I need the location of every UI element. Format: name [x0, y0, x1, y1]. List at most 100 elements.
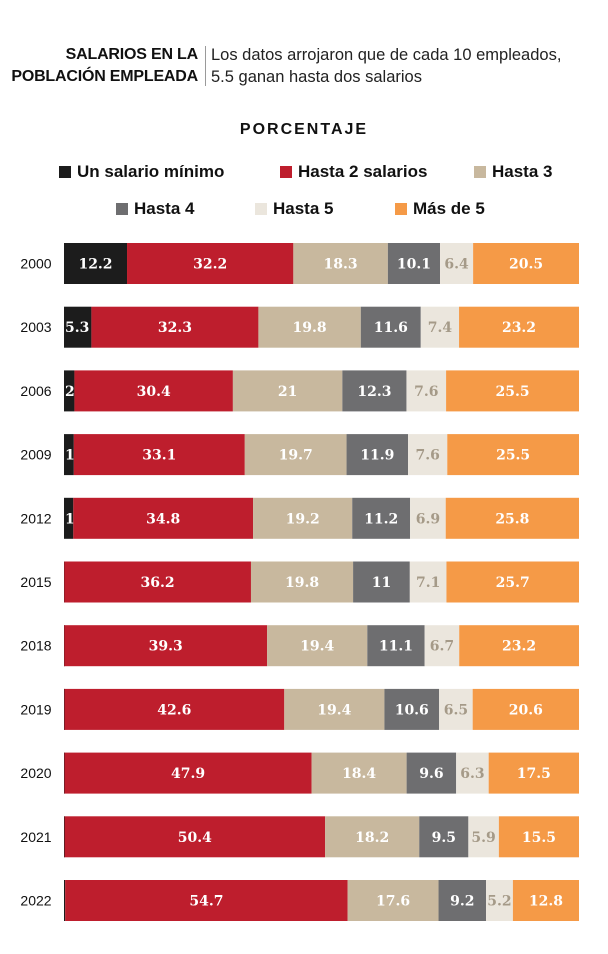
bar-segment: [439, 688, 473, 730]
data-label: 7.4: [428, 320, 453, 336]
bar-row-2018: 2018.0539.319.411.16.723.2: [20, 625, 579, 667]
bar-segment: [64, 561, 251, 603]
data-label: 34.8: [146, 511, 180, 527]
legend-swatch: [255, 203, 267, 215]
bar-segment: [447, 434, 579, 476]
bar-segment: [387, 243, 441, 284]
data-label: 11.1: [379, 639, 413, 655]
bar-row-2003: 2003 5.3 32.3 19.8 11.6 7.4 23.2: [20, 306, 579, 348]
chart-subtitle-line-1: Los datos arrojaron que de cada 10 emple…: [211, 46, 562, 64]
data-label: 19.2: [286, 511, 320, 527]
bar-segment: [267, 625, 368, 667]
legend-swatch: [59, 166, 71, 178]
title-divider: [205, 46, 206, 86]
bar-segment: [64, 816, 65, 858]
bar-row-2021: 2021.1150.418.29.55.915.5: [20, 816, 579, 858]
bar-segment: [73, 497, 254, 539]
bar-segment: [293, 243, 388, 284]
data-label: 42.6: [157, 702, 191, 718]
data-label: 5.9: [471, 830, 495, 846]
bar-segment: [459, 625, 579, 667]
bar-segment: [456, 752, 489, 794]
data-label: 23.2: [502, 639, 536, 655]
bar-segment: [91, 306, 259, 348]
bar-segment: [64, 370, 75, 412]
data-label: 17.6: [376, 894, 410, 910]
legend-row-2: Hasta 4 Hasta 5 Más de 5: [0, 197, 608, 221]
data-label: 11.9: [360, 448, 394, 464]
chart-title-line-2: POBLACIÓN EMPLEADA: [11, 68, 198, 85]
data-label: 20.5: [509, 257, 543, 273]
chart-subtitle: Los datos arrojaron que de cada 10 emple…: [211, 44, 603, 88]
bar-segment: [424, 625, 460, 667]
legend-row-1: Un salario mínimo Hasta 2 salarios Hasta…: [0, 160, 608, 184]
year-label: 2009: [20, 447, 51, 463]
data-label: 7.6: [414, 384, 438, 400]
legend-item-mas-de-5: Más de 5: [395, 197, 485, 221]
data-label: 11.6: [374, 320, 408, 336]
data-label: 11.2: [364, 511, 398, 527]
bar-segment: [64, 752, 312, 794]
bar-segment: [74, 370, 233, 412]
bar-segment: [360, 306, 421, 348]
bar-segment: [446, 561, 579, 603]
bar-segment: [64, 434, 74, 476]
legend-label: Hasta 3: [492, 162, 553, 181]
data-label: 32.3: [158, 320, 192, 336]
bar-row-2012: 20121.834.819.211.26.925.8: [20, 497, 579, 539]
data-label: 7.1: [416, 575, 440, 591]
data-label: 5.2: [487, 894, 511, 910]
data-label: 12.8: [529, 894, 563, 910]
data-label: 19.4: [317, 702, 351, 718]
legend-item-hasta-3: Hasta 3: [474, 160, 552, 184]
bar-segment: [472, 688, 579, 730]
bar-segment: [65, 880, 348, 921]
bar-row-2006: 2006 2 30.4 21 12.3 7.6 25.5: [20, 370, 579, 412]
year-label: 2021: [20, 829, 51, 845]
data-label: 15.5: [522, 830, 556, 846]
data-label: 20.6: [509, 702, 543, 718]
bar-segment: [512, 880, 579, 921]
data-label: 5.3: [65, 320, 89, 336]
data-label: 6.5: [444, 702, 468, 718]
bar-segment: [406, 752, 457, 794]
bar-segment: [440, 243, 474, 284]
bar-segment: [346, 434, 409, 476]
bar-segment: [284, 688, 385, 730]
bar-segment: [445, 497, 579, 539]
data-label: 21: [278, 384, 297, 400]
year-label: 2012: [20, 510, 51, 526]
bar-segment: [64, 497, 74, 539]
bar-segment: [253, 497, 353, 539]
bar-segment: [420, 306, 460, 348]
data-label: 23.2: [502, 320, 536, 336]
year-label: 2018: [20, 638, 51, 654]
data-label: 33.1: [142, 448, 176, 464]
data-label: 30.4: [137, 384, 171, 400]
bar-segment: [488, 752, 579, 794]
legend-item-un-salario-minimo: Un salario mínimo: [59, 160, 224, 184]
bar-segment: [408, 434, 448, 476]
bar-segment: [64, 816, 326, 858]
data-label: 39.3: [149, 639, 183, 655]
year-label: 2006: [20, 383, 51, 399]
chart-title-line-1: SALARIOS EN LA: [65, 46, 199, 63]
bar-row-2020: 2020.0847.918.49.66.317.5: [20, 752, 579, 794]
data-label: 6.3: [460, 766, 484, 782]
data-label: 6.4: [444, 257, 469, 273]
year-label: 2015: [20, 574, 51, 590]
bar-segment: [438, 880, 487, 921]
legend-label: Hasta 5: [273, 199, 334, 218]
bar-segment: [446, 370, 579, 412]
bar-segment: [127, 243, 294, 284]
data-label: 7.6: [415, 448, 439, 464]
year-label: 2003: [20, 319, 51, 335]
bar-segment: [347, 880, 439, 921]
data-label: 2: [65, 384, 75, 400]
bar-segment: [352, 497, 411, 539]
bar-row-2000: 2000 12.2 32.2 18.3 10.1 6.4 20.5: [20, 243, 579, 284]
bar-segment: [258, 306, 361, 348]
year-label: 2019: [20, 701, 51, 717]
